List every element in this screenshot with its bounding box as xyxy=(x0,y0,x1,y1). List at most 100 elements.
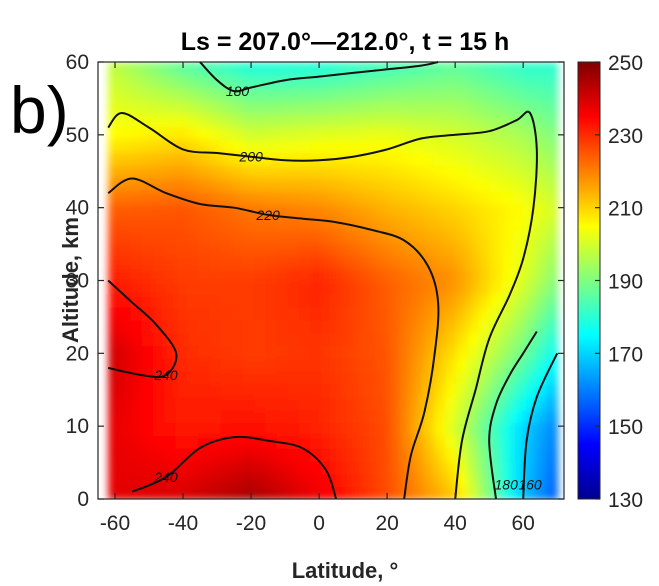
heatmap-cell xyxy=(265,164,278,179)
heatmap-cell xyxy=(388,486,402,499)
heatmap-cell xyxy=(153,62,166,77)
heatmap-cell xyxy=(220,293,233,308)
heatmap-cell xyxy=(422,434,435,449)
heatmap-cell xyxy=(254,319,267,334)
heatmap-cell xyxy=(310,100,323,115)
heatmap-cell xyxy=(242,344,256,359)
heatmap-cell xyxy=(444,409,458,424)
heatmap-cell xyxy=(489,241,503,256)
heatmap-cell xyxy=(276,396,289,411)
heatmap-cell xyxy=(141,486,155,499)
heatmap-cell xyxy=(310,203,323,218)
heatmap-cell xyxy=(265,409,278,424)
heatmap-cell xyxy=(198,319,211,334)
heatmap-cell xyxy=(422,460,435,475)
heatmap-cell xyxy=(411,293,424,308)
heatmap-cell xyxy=(444,87,458,102)
heatmap-cell xyxy=(377,241,390,256)
heatmap-cell xyxy=(130,383,144,398)
heatmap-cell xyxy=(501,434,514,449)
heatmap-cell xyxy=(299,139,312,154)
heatmap-cell xyxy=(546,100,559,115)
heatmap-cell xyxy=(254,241,267,256)
heatmap-cell xyxy=(489,74,503,89)
heatmap-cell xyxy=(512,306,525,321)
y-tick-label: 60 xyxy=(66,51,89,74)
heatmap-cell xyxy=(377,113,390,128)
heatmap-cell xyxy=(276,447,289,462)
heatmap-cell xyxy=(501,139,514,154)
x-axis-label: Latitude, ° xyxy=(292,558,399,583)
heatmap-cell xyxy=(299,486,312,499)
heatmap-cell xyxy=(444,139,458,154)
heatmap-cell xyxy=(355,280,368,295)
heatmap-cell xyxy=(141,460,155,475)
heatmap-cell xyxy=(467,74,480,89)
heatmap-cell xyxy=(489,190,503,205)
heatmap-cell xyxy=(119,100,132,115)
heatmap-cell xyxy=(254,460,267,475)
heatmap-cell xyxy=(265,62,278,77)
heatmap-cell xyxy=(433,74,447,89)
heatmap-cell xyxy=(130,164,144,179)
heatmap-cell xyxy=(108,229,121,244)
heatmap-cell xyxy=(366,409,379,424)
colorbar-axis: 130 150 170 190 210 230 250 xyxy=(595,52,643,512)
heatmap-cell xyxy=(321,473,334,488)
heatmap-cell xyxy=(355,331,368,346)
y-axis: 0 10 20 30 40 50 60 xyxy=(66,51,564,511)
heatmap-cell xyxy=(186,152,200,167)
heatmap-cell xyxy=(343,447,357,462)
heatmap-cell xyxy=(534,319,548,334)
heatmap-cell xyxy=(254,293,267,308)
heatmap-cell xyxy=(433,357,447,372)
heatmap-cell xyxy=(265,190,278,205)
heatmap-cell xyxy=(433,254,447,269)
heatmap-cell xyxy=(534,126,548,141)
heatmap-cell xyxy=(209,229,222,244)
heatmap-cell xyxy=(534,164,548,179)
heatmap-cell xyxy=(186,293,200,308)
heatmap-cell xyxy=(355,74,368,89)
heatmap-cell xyxy=(411,62,424,77)
heatmap-cell xyxy=(321,293,334,308)
heatmap-cell xyxy=(411,87,424,102)
heatmap-cell xyxy=(501,254,514,269)
heatmap-cell xyxy=(299,280,312,295)
heatmap-cell xyxy=(141,190,155,205)
heatmap-cell xyxy=(355,383,368,398)
heatmap-cell xyxy=(456,152,469,167)
contour-label-180: 180 xyxy=(495,476,519,492)
heatmap-cell xyxy=(433,344,447,359)
heatmap-cell xyxy=(456,409,469,424)
heatmap-cell xyxy=(343,164,357,179)
heatmap-cell xyxy=(198,460,211,475)
heatmap-cell xyxy=(489,357,503,372)
heatmap-cell xyxy=(422,267,435,282)
heatmap-cell xyxy=(265,306,278,321)
heatmap-cell xyxy=(332,370,346,385)
heatmap-cell xyxy=(186,87,200,102)
heatmap-cell xyxy=(433,113,447,128)
heatmap-cell xyxy=(276,409,289,424)
heatmap-cell xyxy=(164,486,177,499)
heatmap-cell xyxy=(130,447,144,462)
y-tick-label: 40 xyxy=(66,197,89,220)
heatmap-cell xyxy=(310,383,323,398)
heatmap-cell xyxy=(130,434,144,449)
heatmap-cell xyxy=(343,370,357,385)
heatmap-cell xyxy=(534,434,548,449)
heatmap-cell xyxy=(186,216,200,231)
heatmap-cell xyxy=(546,254,559,269)
colorbar-tick-label: 150 xyxy=(608,416,643,439)
heatmap-cell xyxy=(366,241,379,256)
heatmap-cell xyxy=(512,164,525,179)
heatmap-cell xyxy=(153,100,166,115)
heatmap-cell xyxy=(231,216,245,231)
heatmap-cell xyxy=(287,396,301,411)
heatmap-cell xyxy=(119,203,132,218)
heatmap-cell xyxy=(287,447,301,462)
heatmap-cell xyxy=(433,62,447,77)
heatmap-cell xyxy=(242,473,256,488)
heatmap-cell xyxy=(231,190,245,205)
